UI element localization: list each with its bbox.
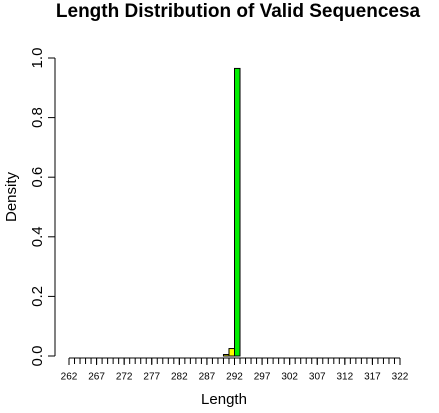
x-tick-label: 262 [61, 372, 78, 383]
bar [222, 354, 230, 357]
x-tick-label: 317 [364, 372, 381, 383]
y-tick-label: 0.2 [29, 286, 46, 307]
x-axis-label: Length [201, 391, 247, 408]
bar [234, 67, 241, 357]
x-tick-label: 272 [116, 372, 133, 383]
x-tick-label: 277 [143, 372, 160, 383]
y-tick-label: 1.0 [29, 48, 46, 69]
x-tick-label: 297 [254, 372, 271, 383]
y-tick-label: 0.0 [29, 346, 46, 367]
x-tick-label: 302 [281, 372, 298, 383]
y-tick-label: 0.4 [29, 226, 46, 247]
x-tick-label: 282 [171, 372, 188, 383]
y-tick-label: 0.6 [29, 167, 46, 188]
x-tick-label: 312 [336, 372, 353, 383]
x-tick-label: 307 [309, 372, 326, 383]
chart-title: Length Distribution of Valid Sequencesa [56, 1, 421, 22]
x-tick-label: 287 [199, 372, 216, 383]
bar [228, 348, 236, 357]
x-tick-label: 322 [392, 372, 409, 383]
y-tick-label: 0.8 [29, 107, 46, 128]
x-tick-label: 292 [226, 372, 243, 383]
y-axis-label: Density [3, 171, 20, 222]
x-tick-label: 267 [88, 372, 105, 383]
